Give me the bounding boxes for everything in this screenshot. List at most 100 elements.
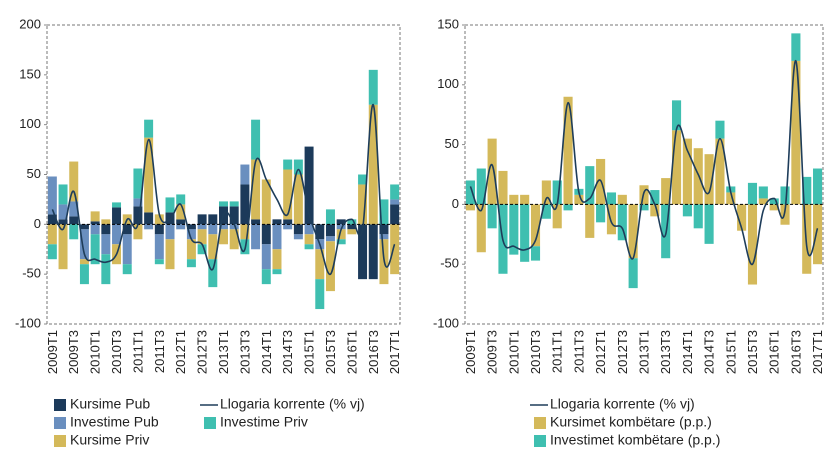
plot-frame (464, 24, 824, 325)
bar (390, 224, 400, 275)
bar (520, 194, 530, 205)
y-tick-label: 150 (437, 16, 459, 31)
legend-swatch (534, 417, 546, 429)
bar (650, 204, 660, 217)
x-tick-label: 2014T3 (280, 330, 295, 374)
bar (293, 224, 303, 235)
bar (272, 224, 282, 250)
bar (186, 259, 196, 268)
bar (293, 159, 303, 175)
x-tick-label: 2011T3 (152, 330, 167, 373)
legend-label: Llogaria korrente (% vj) (220, 396, 365, 412)
bar (304, 234, 314, 245)
bar (154, 259, 164, 265)
bar (304, 146, 314, 225)
bar (509, 194, 519, 205)
bar (69, 224, 79, 240)
x-tick-label: 2014T1 (680, 330, 695, 374)
y-tick-label: 200 (19, 16, 41, 31)
bar (101, 219, 111, 225)
bar (563, 204, 573, 211)
bar (154, 214, 164, 225)
bar (661, 178, 671, 205)
y-tick-label: 50 (445, 136, 459, 151)
bar (261, 179, 271, 225)
bar (315, 224, 325, 240)
bar (133, 224, 143, 240)
x-tick-label: 2013T1 (637, 330, 652, 374)
plot-frame (46, 24, 401, 325)
bar (465, 204, 475, 211)
bar (90, 224, 100, 235)
bar (325, 241, 335, 292)
legend-label: Kursime Priv (70, 432, 149, 448)
bar (747, 182, 758, 205)
bar (58, 184, 68, 205)
x-tick-label: 2009T3 (66, 330, 81, 374)
bar (229, 206, 239, 225)
bar (58, 204, 68, 220)
bar (251, 224, 261, 250)
bar (368, 104, 378, 225)
bar (465, 180, 475, 205)
bar (122, 234, 132, 265)
bar (272, 249, 282, 270)
bar (240, 164, 250, 185)
bar (79, 259, 89, 265)
y-tick-label: -50 (22, 266, 41, 281)
bar (758, 198, 768, 205)
bar (154, 234, 164, 260)
legend-label: Kursime Pub (70, 396, 150, 412)
x-tick-label: 2012T3 (615, 330, 630, 374)
bar (293, 234, 303, 240)
y-tick-label: 100 (437, 76, 459, 91)
bar (358, 224, 368, 280)
bar (520, 204, 530, 262)
bar (585, 166, 595, 205)
x-tick-label: 2015T3 (745, 330, 760, 374)
x-tick-label: 2015T1 (723, 330, 738, 374)
bar (769, 204, 779, 211)
bar (650, 190, 660, 205)
bar (726, 192, 736, 205)
bar (617, 194, 627, 205)
bar (101, 234, 111, 255)
legend-swatch (204, 417, 216, 429)
x-tick-label: 2010T1 (506, 330, 521, 374)
bar (186, 229, 196, 240)
bar (79, 229, 89, 260)
bar (112, 207, 122, 225)
bar (541, 180, 551, 205)
x-tick-label: 2016T1 (767, 330, 782, 374)
legend-label: Llogaria korrente (% vj) (550, 396, 695, 412)
bar (628, 258, 638, 289)
x-tick-label: 2009T1 (45, 330, 60, 374)
bar (487, 138, 497, 205)
legend-swatch (54, 435, 66, 447)
x-tick-label: 2016T1 (344, 330, 359, 374)
legend-swatch (534, 435, 546, 447)
bar (79, 264, 89, 285)
bar (791, 60, 801, 205)
y-tick-label: 100 (19, 116, 41, 131)
x-tick-label: 2010T1 (88, 330, 103, 374)
bar (347, 229, 357, 235)
bar (165, 239, 175, 270)
bar (69, 201, 79, 217)
bar (165, 212, 175, 225)
bar (758, 186, 768, 199)
bar (47, 224, 57, 245)
bar (487, 204, 497, 229)
bar (58, 219, 68, 225)
x-tick-label: 2017T1 (387, 330, 402, 374)
x-tick-label: 2010T3 (528, 330, 543, 374)
bar (802, 176, 812, 205)
bar (133, 198, 143, 207)
x-tick-label: 2016T3 (788, 330, 803, 374)
bar (563, 96, 573, 205)
bar (682, 204, 692, 217)
bar (165, 224, 175, 240)
bar (101, 224, 111, 235)
x-tick-label: 2016T3 (366, 330, 381, 374)
bar (813, 168, 823, 205)
